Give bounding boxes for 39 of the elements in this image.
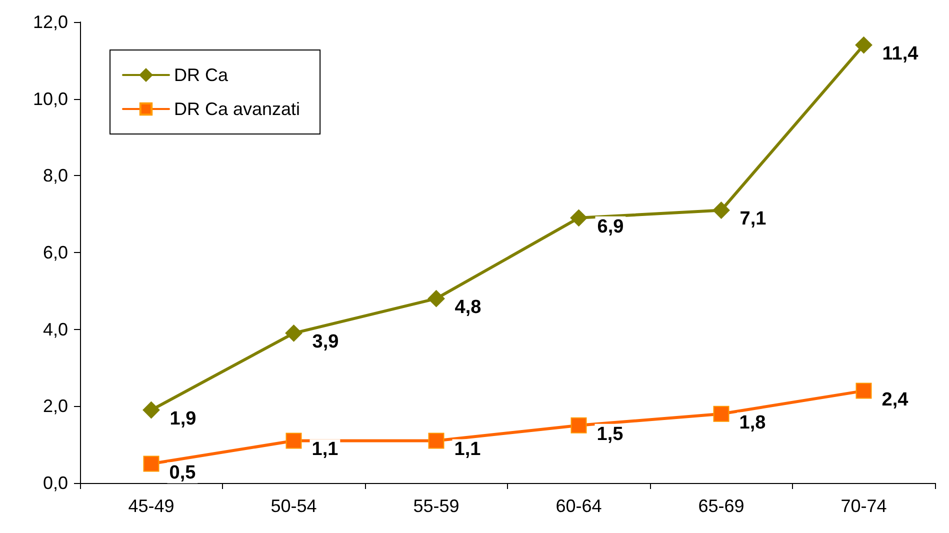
data-label: 0,5	[169, 462, 196, 484]
y-tick-label: 4,0	[42, 319, 68, 340]
data-label: 1,1	[454, 439, 482, 460]
point	[712, 202, 730, 219]
x-tick-label: 50-54	[270, 496, 317, 516]
x-tick-label: 70-74	[840, 496, 887, 516]
data-label: 3,9	[312, 332, 339, 353]
point	[428, 432, 444, 449]
point	[428, 290, 445, 308]
point	[143, 456, 160, 472]
data-label: 1,5	[596, 424, 624, 445]
point	[285, 324, 302, 342]
data-label: 4,8	[454, 297, 482, 318]
data-label: 1,9	[170, 408, 196, 430]
point	[570, 417, 587, 434]
data-label: 11,4	[882, 44, 919, 65]
point	[142, 402, 160, 419]
x-tick-label: 45-49	[128, 496, 174, 516]
y-tick-label: 12,0	[32, 12, 68, 32]
data-label: 1,1	[312, 439, 339, 460]
point	[286, 432, 302, 449]
legend-label: DR Ca avanzati	[174, 99, 300, 119]
y-tick-label: 8,0	[42, 166, 68, 186]
point	[856, 382, 872, 399]
legend-label: DR Ca	[174, 65, 229, 85]
x-tick-label: 60-64	[556, 496, 602, 516]
x-tick-label: 65-69	[698, 496, 744, 516]
y-tick-label: 10,0	[32, 88, 68, 109]
y-tick-label: 2,0	[42, 396, 68, 416]
x-tick-label: 55-59	[413, 496, 460, 516]
data-label: 7,1	[740, 208, 767, 230]
data-label: 2,4	[882, 389, 909, 410]
data-label: 6,9	[597, 216, 624, 238]
point	[713, 406, 730, 422]
point	[855, 36, 872, 54]
y-tick-label: 6,0	[42, 242, 68, 262]
y-tick-label: 0,0	[42, 473, 68, 493]
point	[570, 209, 588, 226]
data-label: 1,8	[739, 412, 766, 434]
